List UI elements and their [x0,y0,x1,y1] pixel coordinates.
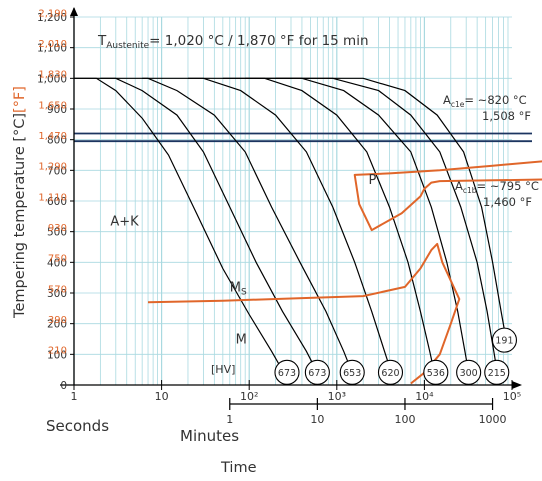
phase-boundaries-layer [147,160,542,385]
hardness-marker: 215 [484,359,510,385]
cooling-curve-2 [74,77,318,373]
x-tick-label-minutes: 10 [310,413,324,426]
hardness-marker: 300 [456,359,482,385]
hardness-circle [423,359,449,385]
region-label-m: MS [230,280,247,297]
hardness-value: 215 [488,368,506,379]
y-axis-label-celsius: Tempering temperature [°C] [12,113,28,319]
hardness-value: 300 [460,368,478,379]
x-tick-label-seconds: 10² [240,390,258,403]
x-axis-label-seconds: Seconds [46,417,109,435]
y-tick-label-celsius: 200 [47,319,67,331]
labels-layer: A+K P MS M 673 673 653 620 536 300 215 191 [110,173,518,385]
region-label-p: P [368,173,376,188]
x-tick-label-seconds: 10 [155,390,169,403]
x-axis-arrow [512,381,522,389]
y-tick-label-fahrenheit: 750 [48,254,67,265]
chart-title-sub: Austenite [106,41,149,51]
y-tick-label-fahrenheit: 1,650 [38,100,67,111]
hardness-value: 673 [308,368,326,379]
y-tick-label-fahrenheit: 930 [48,223,67,234]
x-axis-label-time: Time [220,460,257,476]
ac1e-label-line2: 1,508 °F [482,109,531,123]
hardness-value: 653 [343,368,361,379]
hardness-marker: 191 [491,327,518,353]
y-tick-label-celsius: 500 [47,227,67,239]
cooling-curve-3 [100,77,353,373]
hardness-circle [456,359,482,385]
cooling-curves-layer [74,77,508,377]
y-tick-label-celsius: 400 [47,257,67,269]
phase-boundary-p [353,160,542,232]
hardness-circle [377,359,404,385]
hardness-marker: 620 [377,359,404,385]
y-axis-label: Tempering temperature [°C][°F] [12,86,28,319]
phase-boundary-m [147,242,461,385]
hardness-unit-label: [HV] [211,363,235,376]
x-tick-label-minutes: 100 [394,413,415,426]
y-tick-label-celsius: 1,000 [37,73,67,85]
x-tick-label-seconds: 1 [71,390,78,403]
x-tick-label-seconds: 10⁵ [503,390,521,403]
hardness-circle [491,327,518,353]
ac1b-label-line2: 1,460 °F [483,195,532,209]
cooling-curve-7 [245,77,498,373]
axes-layer: 0 100 200 300 400 500 600 700 800 900 1,000 1,100 1,… [37,7,522,426]
x-axis-label-minutes: Minutes [180,427,239,445]
y-tick-label-fahrenheit: 1,830 [38,70,67,81]
y-tick-label-celsius: 0 [60,380,67,392]
y-tick-label-celsius: 600 [47,196,67,208]
hardness-value: 620 [381,368,399,379]
hardness-value: 191 [495,336,513,347]
x-tick-label-minutes: 1000 [479,413,507,426]
region-label-m: M [236,333,247,348]
y-tick-label-celsius: 900 [47,104,67,116]
y-tick-label-fahrenheit: 1,110 [38,192,67,203]
x-tick-label-seconds: 10³ [328,390,346,403]
cooling-curve-6 [222,77,470,373]
y-tick-label-celsius: 800 [47,135,67,147]
cooling-curve-4 [142,77,392,373]
ac1b-label: Ac1b= ~795 °C [455,179,539,195]
hardness-value: 673 [278,368,296,379]
ac1e-label: Ac1e= ~820 °C [443,93,527,109]
y-tick-label-fahrenheit: 1,470 [38,131,67,142]
x-tick-label-seconds: 10⁴ [415,390,434,403]
hardness-circle [339,359,365,385]
x-tick-label-minutes: 1 [226,413,233,426]
hardness-marker: 673 [304,359,330,385]
hardness-circle [274,359,300,385]
y-tick-label-fahrenheit: 390 [48,315,67,326]
y-tick-label-celsius: 300 [47,288,67,300]
y-axis-arrow [70,7,78,16]
region-label-ak: A+K [110,215,139,230]
hardness-circle [484,359,510,385]
hardness-marker: 673 [274,359,300,385]
y-tick-label-fahrenheit: 2,190 [38,8,67,19]
y-tick-label-celsius: 100 [47,349,67,361]
chart-title-rest: = 1,020 °C / 1,870 °F for 15 min [149,33,368,49]
hardness-marker: 536 [423,359,449,385]
y-tick-label-celsius: 700 [47,165,67,177]
y-tick-label-fahrenheit: 210 [48,346,67,357]
hardness-circle [304,359,330,385]
hardness-value: 536 [427,368,445,379]
y-tick-label-fahrenheit: 1,290 [38,162,67,173]
cooling-curve-1 [74,77,287,377]
y-tick-label-celsius: 1,100 [37,43,67,55]
y-tick-label-fahrenheit: 570 [48,284,67,295]
region-label-sub: S [241,287,247,297]
y-tick-label-celsius: 1,200 [37,12,67,24]
chart-title: TAustenite= 1,020 °C / 1,870 °F for 15 m… [97,33,369,51]
y-axis-label-fahrenheit: [°F] [12,86,28,113]
hardness-marker: 653 [339,359,365,385]
y-tick-label-fahrenheit: 2,010 [38,39,67,50]
cooling-curve-5 [188,77,435,373]
cooling-curve-8 [275,77,508,346]
